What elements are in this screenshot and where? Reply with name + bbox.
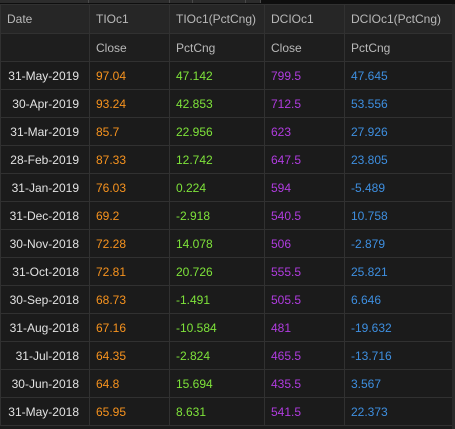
dcio-close-cell: 623 [264, 117, 345, 146]
dcio-pctcng-cell: 47.645 [344, 61, 453, 90]
date-cell: 31-May-2019 [0, 61, 90, 90]
dcio-close-cell: 799.5 [264, 61, 345, 90]
toolbar-segment[interactable] [246, 0, 261, 3]
tio-pctcng-cell: 12.742 [169, 145, 265, 174]
dcio-pctcng-cell: 53.556 [344, 89, 453, 118]
dcio-close-cell: 540.5 [264, 201, 345, 230]
tio-pctcng-cell: 8.631 [169, 397, 265, 426]
header-row: Date TIOc1 TIOc1(PctCng) DCIOc1 DCIOc1(P… [0, 4, 453, 34]
tio-close-cell: 85.7 [89, 117, 170, 146]
dcio-close-cell: 481 [264, 313, 345, 342]
date-cell: 31-Jul-2018 [0, 341, 90, 370]
column-subheader-dcio-pctcng: PctCng [344, 33, 453, 62]
column-header-date[interactable]: Date [0, 4, 90, 34]
dcio-pctcng-cell: -5.489 [344, 173, 453, 202]
tio-pctcng-cell: 47.142 [169, 61, 265, 90]
dcio-pctcng-cell: -2.879 [344, 229, 453, 258]
tio-close-cell: 72.28 [89, 229, 170, 258]
tio-pctcng-cell: 42.853 [169, 89, 265, 118]
subheader-row: Close PctCng Close PctCng [0, 33, 453, 62]
table-row[interactable]: 30-Apr-2019 93.24 42.853 712.5 53.556 [0, 89, 453, 118]
dcio-close-cell: 647.5 [264, 145, 345, 174]
tio-close-cell: 64.8 [89, 369, 170, 398]
date-cell: 30-Apr-2019 [0, 89, 90, 118]
column-subheader-date [0, 33, 90, 62]
column-header-dcio-pctcng[interactable]: DCIOc1(PctCng) [344, 4, 453, 34]
table-row[interactable]: 31-May-2019 97.04 47.142 799.5 47.645 [0, 61, 453, 90]
column-header-tio-close[interactable]: TIOc1 [89, 4, 170, 34]
column-subheader-dcio-close: Close [264, 33, 345, 62]
date-cell: 28-Feb-2019 [0, 145, 90, 174]
dcio-pctcng-cell: 25.821 [344, 257, 453, 286]
dcio-pctcng-cell: 23.805 [344, 145, 453, 174]
tio-pctcng-cell: -2.918 [169, 201, 265, 230]
dcio-pctcng-cell: -13.716 [344, 341, 453, 370]
table-row[interactable]: 31-May-2018 65.95 8.631 541.5 22.373 [0, 397, 453, 426]
column-header-dcio-close[interactable]: DCIOc1 [264, 4, 345, 34]
dcio-close-cell: 435.5 [264, 369, 345, 398]
tio-close-cell: 87.33 [89, 145, 170, 174]
tio-close-cell: 65.95 [89, 397, 170, 426]
tio-pctcng-cell: -10.584 [169, 313, 265, 342]
data-grid: Date TIOc1 TIOc1(PctCng) DCIOc1 DCIOc1(P… [0, 4, 453, 426]
tio-close-cell: 97.04 [89, 61, 170, 90]
table-row[interactable]: 28-Feb-2019 87.33 12.742 647.5 23.805 [0, 145, 453, 174]
dcio-pctcng-cell: -19.632 [344, 313, 453, 342]
table-row[interactable]: 31-Mar-2019 85.7 22.956 623 27.926 [0, 117, 453, 146]
date-cell: 31-Mar-2019 [0, 117, 90, 146]
table-row[interactable]: 31-Jan-2019 76.03 0.224 594 -5.489 [0, 173, 453, 202]
top-toolbar-strip [0, 0, 455, 4]
table-row[interactable]: 31-Jul-2018 64.35 -2.824 465.5 -13.716 [0, 341, 453, 370]
tio-pctcng-cell: 14.078 [169, 229, 265, 258]
tio-pctcng-cell: 22.956 [169, 117, 265, 146]
table-row[interactable]: 31-Dec-2018 69.2 -2.918 540.5 10.758 [0, 201, 453, 230]
column-subheader-tio-close: Close [89, 33, 170, 62]
tio-pctcng-cell: 20.726 [169, 257, 265, 286]
dcio-close-cell: 555.5 [264, 257, 345, 286]
table-row[interactable]: 30-Nov-2018 72.28 14.078 506 -2.879 [0, 229, 453, 258]
tio-close-cell: 76.03 [89, 173, 170, 202]
dcio-pctcng-cell: 10.758 [344, 201, 453, 230]
tio-close-cell: 67.16 [89, 313, 170, 342]
dcio-pctcng-cell: 3.567 [344, 369, 453, 398]
dcio-close-cell: 541.5 [264, 397, 345, 426]
dcio-close-cell: 594 [264, 173, 345, 202]
date-cell: 30-Sep-2018 [0, 285, 90, 314]
tio-close-cell: 64.35 [89, 341, 170, 370]
date-cell: 31-Dec-2018 [0, 201, 90, 230]
dcio-close-cell: 505.5 [264, 285, 345, 314]
dcio-pctcng-cell: 6.646 [344, 285, 453, 314]
date-cell: 31-Oct-2018 [0, 257, 90, 286]
dcio-pctcng-cell: 27.926 [344, 117, 453, 146]
toolbar-segment[interactable] [89, 0, 170, 3]
tio-close-cell: 72.81 [89, 257, 170, 286]
tio-pctcng-cell: -1.491 [169, 285, 265, 314]
table-row[interactable]: 31-Oct-2018 72.81 20.726 555.5 25.821 [0, 257, 453, 286]
toolbar-segment[interactable] [170, 0, 193, 3]
tio-close-cell: 68.73 [89, 285, 170, 314]
tio-close-cell: 69.2 [89, 201, 170, 230]
date-cell: 30-Nov-2018 [0, 229, 90, 258]
column-header-tio-pctcng[interactable]: TIOc1(PctCng) [169, 4, 265, 34]
toolbar-segment[interactable] [193, 0, 246, 3]
tio-pctcng-cell: 0.224 [169, 173, 265, 202]
date-cell: 31-May-2018 [0, 397, 90, 426]
column-subheader-tio-pctcng: PctCng [169, 33, 265, 62]
dcio-close-cell: 465.5 [264, 341, 345, 370]
tio-pctcng-cell: 15.694 [169, 369, 265, 398]
tio-pctcng-cell: -2.824 [169, 341, 265, 370]
date-cell: 31-Aug-2018 [0, 313, 90, 342]
dcio-close-cell: 712.5 [264, 89, 345, 118]
table-row[interactable]: 30-Sep-2018 68.73 -1.491 505.5 6.646 [0, 285, 453, 314]
date-cell: 31-Jan-2019 [0, 173, 90, 202]
toolbar-segment[interactable] [0, 0, 89, 3]
tio-close-cell: 93.24 [89, 89, 170, 118]
vertical-scrollbar[interactable] [452, 4, 455, 429]
dcio-pctcng-cell: 22.373 [344, 397, 453, 426]
table-row[interactable]: 30-Jun-2018 64.8 15.694 435.5 3.567 [0, 369, 453, 398]
table-row[interactable]: 31-Aug-2018 67.16 -10.584 481 -19.632 [0, 313, 453, 342]
date-cell: 30-Jun-2018 [0, 369, 90, 398]
dcio-close-cell: 506 [264, 229, 345, 258]
